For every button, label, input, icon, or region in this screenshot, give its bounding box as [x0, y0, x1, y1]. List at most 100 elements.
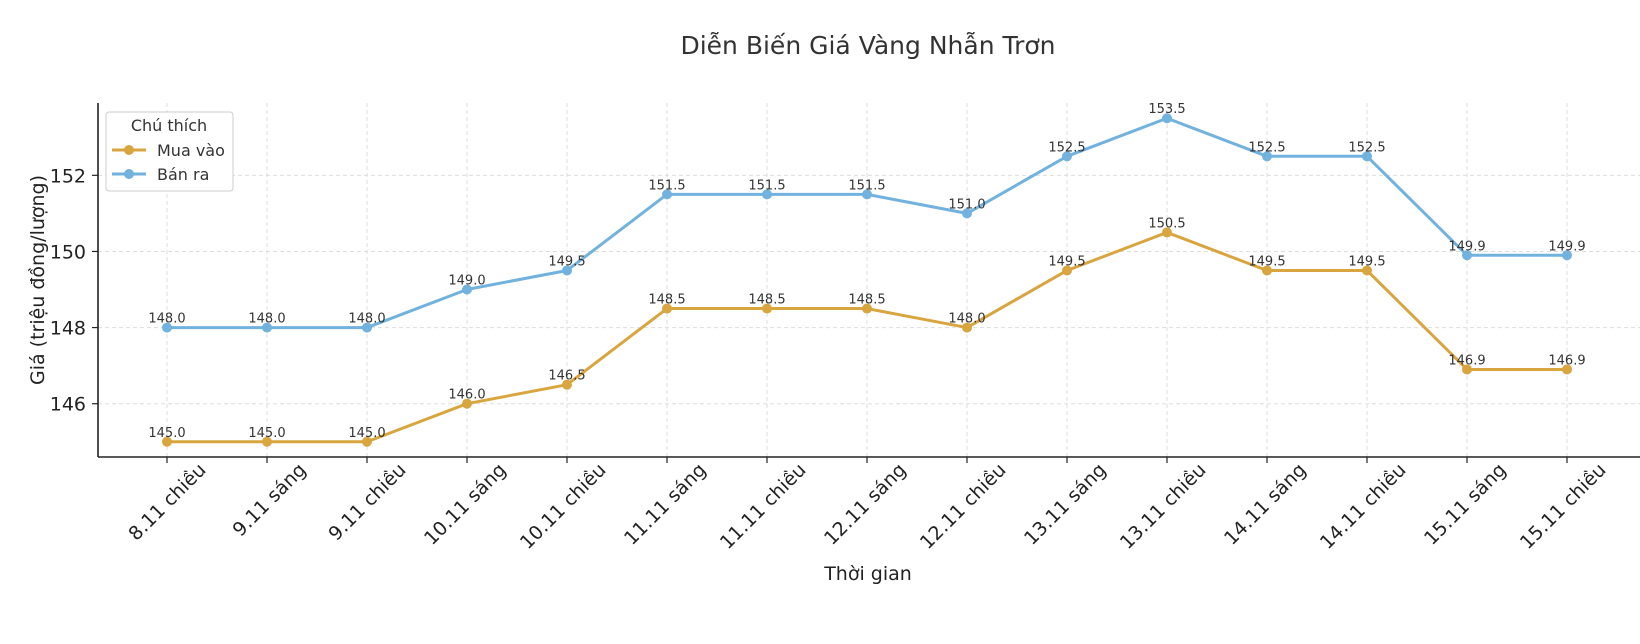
data-point: [662, 303, 672, 314]
legend-item: Bán ra: [112, 165, 209, 184]
data-label: 146.9: [1448, 353, 1485, 368]
data-label: 149.0: [448, 274, 485, 289]
legend-items: Mua vào Bán ra: [112, 141, 225, 184]
series-1: 145.0 145.0 145.0 146.0 146.5 148.5 148.5 148.5…: [148, 216, 1586, 447]
data-point: [962, 208, 972, 219]
data-point: [1362, 265, 1372, 276]
data-label: 149.9: [1548, 239, 1585, 254]
x-tick-label: 13.11 chiều: [1116, 459, 1211, 554]
grid: [98, 103, 1640, 457]
data-label: 149.5: [548, 254, 585, 269]
data-label: 148.0: [248, 312, 285, 327]
data-point: [1362, 151, 1372, 162]
y-tick-label: 148: [50, 318, 86, 340]
x-tick-label: 11.11 chiều: [716, 459, 811, 554]
data-point: [1562, 250, 1572, 261]
data-label: 145.0: [348, 426, 385, 441]
x-tick-label: 15.11 chiều: [1516, 459, 1611, 554]
data-label: 153.5: [1148, 102, 1185, 117]
data-point: [362, 436, 372, 447]
legend-label: Bán ra: [157, 165, 209, 184]
data-point: [762, 303, 772, 314]
data-label: 148.0: [948, 312, 985, 327]
data-label: 148.0: [348, 312, 385, 327]
x-axis-title: Thời gian: [823, 563, 912, 585]
data-point: [262, 436, 272, 447]
data-label: 149.5: [1348, 254, 1385, 269]
chart-title: Diễn Biến Giá Vàng Nhẫn Trơn: [680, 31, 1055, 60]
data-label: 148.5: [748, 293, 785, 308]
data-point: [962, 322, 972, 333]
axes: [97, 103, 1640, 458]
data-label: 145.0: [248, 426, 285, 441]
data-label: 151.5: [848, 178, 885, 193]
legend-label: Mua vào: [157, 141, 225, 160]
legend-item: Mua vào: [112, 141, 225, 160]
data-point: [162, 322, 172, 333]
x-tick-label: 10.11 sáng: [420, 459, 511, 550]
data-label: 148.0: [148, 312, 185, 327]
data-point: [1262, 265, 1272, 276]
legend-swatch-marker: [124, 169, 134, 179]
data-label: 152.5: [1048, 140, 1085, 155]
data-point: [1162, 113, 1172, 124]
data-label: 151.0: [948, 197, 985, 212]
data-point: [762, 189, 772, 200]
data-point: [162, 436, 172, 447]
data-point: [1462, 250, 1472, 261]
y-ticks: 146 148 150 152: [50, 165, 98, 416]
legend: Chú thích Mua vào Bán ra: [105, 111, 234, 192]
y-tick-label: 146: [50, 394, 86, 416]
y-tick-label: 152: [50, 165, 86, 187]
data-label: 151.5: [748, 178, 785, 193]
x-tick-label: 8.11 chiều: [124, 459, 210, 545]
x-tick-label: 13.11 sáng: [1020, 459, 1111, 550]
x-tick-label: 15.11 sáng: [1420, 459, 1511, 550]
data-label: 149.5: [1048, 254, 1085, 269]
legend-title: Chú thích: [131, 116, 207, 135]
data-label: 151.5: [648, 178, 685, 193]
data-label: 152.5: [1248, 140, 1285, 155]
data-point: [462, 398, 472, 409]
x-tick-label: 11.11 sáng: [620, 459, 711, 550]
x-tick-label: 12.11 chiều: [916, 459, 1011, 554]
x-tick-label: 9.11 sáng: [229, 459, 311, 541]
x-tick-label: 14.11 sáng: [1220, 459, 1311, 550]
x-ticks: 8.11 chiều 9.11 sáng 9.11 chiều 10.11 sáng 1…: [124, 457, 1611, 554]
data-point: [562, 379, 572, 390]
legend-box: [105, 111, 234, 192]
data-point: [262, 322, 272, 333]
y-tick-label: 150: [50, 241, 86, 263]
data-label: 152.5: [1348, 140, 1385, 155]
data-point: [862, 303, 872, 314]
data-label: 146.9: [1548, 353, 1585, 368]
data-point: [362, 322, 372, 333]
x-tick-label: 10.11 chiều: [516, 459, 611, 554]
y-axis-title: Giá (triệu đồng/lượng): [27, 175, 49, 385]
series-2: 148.0 148.0 148.0 149.0 149.5 151.5 151.5 151.5…: [148, 102, 1586, 333]
data-label: 149.9: [1448, 239, 1485, 254]
data-label: 148.5: [648, 293, 685, 308]
series: 145.0 145.0 145.0 146.0 146.5 148.5 148.5 148.5…: [148, 102, 1586, 447]
data-point: [862, 189, 872, 200]
data-point: [662, 189, 672, 200]
x-tick-label: 12.11 sáng: [820, 459, 911, 550]
data-point: [562, 265, 572, 276]
data-point: [1262, 151, 1272, 162]
data-point: [1562, 364, 1572, 375]
data-point: [1062, 151, 1072, 162]
data-label: 150.5: [1148, 216, 1185, 231]
data-point: [1062, 265, 1072, 276]
data-point: [1462, 364, 1472, 375]
data-label: 146.5: [548, 369, 585, 384]
data-label: 146.0: [448, 388, 485, 403]
data-label: 149.5: [1248, 254, 1285, 269]
data-label: 148.5: [848, 293, 885, 308]
legend-swatch-marker: [124, 145, 134, 155]
data-label: 145.0: [148, 426, 185, 441]
x-tick-label: 14.11 chiều: [1316, 459, 1411, 554]
data-point: [1162, 227, 1172, 238]
x-tick-label: 9.11 chiều: [324, 459, 410, 545]
data-point: [462, 284, 472, 295]
